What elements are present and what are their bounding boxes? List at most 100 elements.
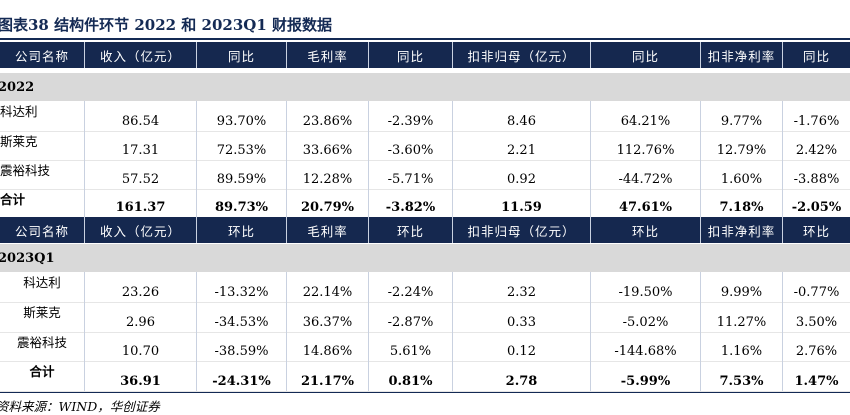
value-cell: 12.28% [287,160,369,189]
value-cell: 36.91 [85,361,197,391]
value-cell: 112.76% [591,131,701,160]
value-cell: 2.42% [795,143,838,158]
footnote-rule [0,392,850,393]
value-cell: 72.53% [197,131,287,160]
value-cell: -24.31% [197,361,287,391]
value-cell: -34.53% [197,302,287,332]
value-cell: 7.18% [701,189,783,217]
header-cell: 公司名称 [0,217,85,243]
value-cell: 0.33 [453,302,591,332]
value-cell: 9.99% [701,272,783,302]
section-label: 2023Q1 [0,250,55,266]
value-cell: -19.50% [591,272,701,302]
header-cell: 同比 [802,48,830,64]
value-cell: 161.37 [85,189,197,217]
header-cell: 环比 [197,217,287,243]
header-cell: 扣非净利率 [701,42,783,68]
section-band-q1: 2023Q1 [0,244,850,272]
value-cell: 14.86% [287,332,369,361]
value-cell: 1.47% [794,374,839,389]
header-cell: 扣非净利率 [701,217,783,243]
table-header-2022: 公司名称 收入（亿元） 同比 毛利率 同比 扣非归母（亿元） 同比 扣非净利率 同比 [0,42,850,68]
figure-title: 图表38 结构件环节 2022 和 2023Q1 财报数据 [0,16,332,34]
value-cell: -3.88% [793,172,840,187]
value-cell: 9.77% [701,101,783,131]
value-cell: 11.59 [453,189,591,217]
value-cell: -144.68% [591,332,701,361]
value-cell: 0.92 [453,160,591,189]
value-cell: -44.72% [591,160,701,189]
value-cell: 2.78 [453,361,591,391]
title-rule [0,38,850,40]
table-row: 斯莱克 17.31 72.53% 33.66% -3.60% 2.21 112.76% 12.… [0,131,850,161]
value-cell: 23.86% [287,101,369,131]
header-cell: 环比 [591,217,701,243]
value-cell: -2.39% [369,101,453,131]
header-cell: 同比 [197,42,287,68]
value-cell: 89.73% [197,189,287,217]
value-cell: -2.05% [791,200,842,215]
value-cell: -1.76% [793,114,840,129]
company-name-cell: 科达利 [0,272,85,302]
value-cell: 0.81% [369,361,453,391]
company-name-cell: 科达利 [0,101,85,131]
value-cell: 64.21% [591,101,701,131]
header-cell: 收入（亿元） [85,42,197,68]
company-name-cell: 斯莱克 [0,131,85,160]
value-cell: 23.26 [85,272,197,302]
section-label: 2022 [0,79,35,95]
header-cell: 同比 [369,42,453,68]
value-cell: 5.61% [369,332,453,361]
table-row: 科达利 23.26 -13.32% 22.14% -2.24% 2.32 -19.50% 9.… [0,272,850,303]
value-cell: 57.52 [85,160,197,189]
company-name-cell: 震裕科技 [0,160,85,189]
company-name-cell: 合计 [0,189,85,217]
header-cell: 环比 [369,217,453,243]
table-row: 斯莱克 2.96 -34.53% 36.37% -2.87% 0.33 -5.02% 11.2… [0,302,850,333]
company-name-cell: 斯莱克 [0,302,85,332]
value-cell: 1.16% [701,332,783,361]
header-cell: 收入（亿元） [85,217,197,243]
header-cell: 同比 [591,42,701,68]
section-band-2022: 2022 [0,73,850,101]
value-cell: -2.24% [369,272,453,302]
value-cell: 86.54 [85,101,197,131]
value-cell: -0.77% [793,285,840,300]
value-cell: 1.60% [701,160,783,189]
value-cell: 2.32 [453,272,591,302]
company-name-cell: 震裕科技 [0,332,85,361]
value-cell: 2.96 [85,302,197,332]
value-cell: -5.99% [591,361,701,391]
table-row: 震裕科技 10.70 -38.59% 14.86% 5.61% 0.12 -144.68% 1… [0,332,850,362]
value-cell: -5.02% [591,302,701,332]
value-cell: 21.17% [287,361,369,391]
header-cell: 扣非归母（亿元） [453,217,591,243]
table-row: 震裕科技 57.52 89.59% 12.28% -5.71% 0.92 -44.72% 1.… [0,160,850,190]
value-cell: 3.50% [795,315,838,330]
header-cell: 毛利率 [287,217,369,243]
total-row: 合计 161.37 89.73% 20.79% -3.82% 11.59 47.61% 7.1… [0,189,850,218]
value-cell: 93.70% [197,101,287,131]
value-cell: 11.27% [701,302,783,332]
value-cell: -38.59% [197,332,287,361]
value-cell: 22.14% [287,272,369,302]
value-cell: -3.60% [369,131,453,160]
header-cell: 公司名称 [0,42,85,68]
value-cell: 8.46 [453,101,591,131]
value-cell: -5.71% [369,160,453,189]
value-cell: 7.53% [701,361,783,391]
value-cell: 10.70 [85,332,197,361]
company-name-cell: 合计 [0,361,85,391]
table-header-q1: 公司名称 收入（亿元） 环比 毛利率 环比 扣非归母（亿元） 环比 扣非净利率 环比 [0,217,850,243]
source-footnote: 资料来源：WIND，华创证券 [0,399,160,414]
value-cell: 47.61% [591,189,701,217]
header-cell: 环比 [802,223,830,239]
header-cell: 扣非归母（亿元） [453,42,591,68]
table-row: 科达利 86.54 93.70% 23.86% -2.39% 8.46 64.21% 9.77… [0,101,850,132]
value-cell: -13.32% [197,272,287,302]
value-cell: 12.79% [701,131,783,160]
value-cell: 0.12 [453,332,591,361]
value-cell: -3.82% [369,189,453,217]
value-cell: 2.76% [795,344,838,359]
value-cell: 89.59% [197,160,287,189]
